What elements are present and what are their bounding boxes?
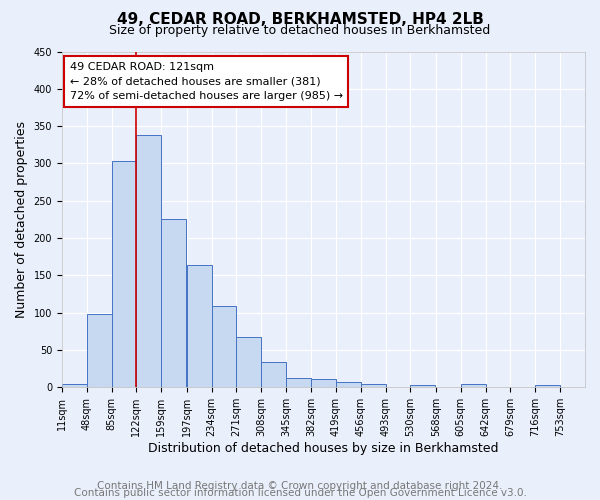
Bar [262,362,286,388]
Bar [361,384,386,388]
X-axis label: Distribution of detached houses by size in Berkhamsted: Distribution of detached houses by size … [148,442,499,455]
Bar [161,220,186,388]
Text: Size of property relative to detached houses in Berkhamsted: Size of property relative to detached ho… [109,24,491,37]
Bar [461,384,485,388]
Text: Contains public sector information licensed under the Open Government Licence v3: Contains public sector information licen… [74,488,526,498]
Bar [286,378,311,388]
Bar [236,338,262,388]
Bar [212,306,236,388]
Y-axis label: Number of detached properties: Number of detached properties [15,121,28,318]
Text: 49 CEDAR ROAD: 121sqm
← 28% of detached houses are smaller (381)
72% of semi-det: 49 CEDAR ROAD: 121sqm ← 28% of detached … [70,62,343,101]
Bar [410,385,435,388]
Bar [112,161,136,388]
Bar [311,379,336,388]
Bar [187,265,212,388]
Text: Contains HM Land Registry data © Crown copyright and database right 2024.: Contains HM Land Registry data © Crown c… [97,481,503,491]
Bar [535,385,560,388]
Bar [87,314,112,388]
Text: 49, CEDAR ROAD, BERKHAMSTED, HP4 2LB: 49, CEDAR ROAD, BERKHAMSTED, HP4 2LB [116,12,484,26]
Bar [336,382,361,388]
Bar [136,135,161,388]
Bar [62,384,87,388]
